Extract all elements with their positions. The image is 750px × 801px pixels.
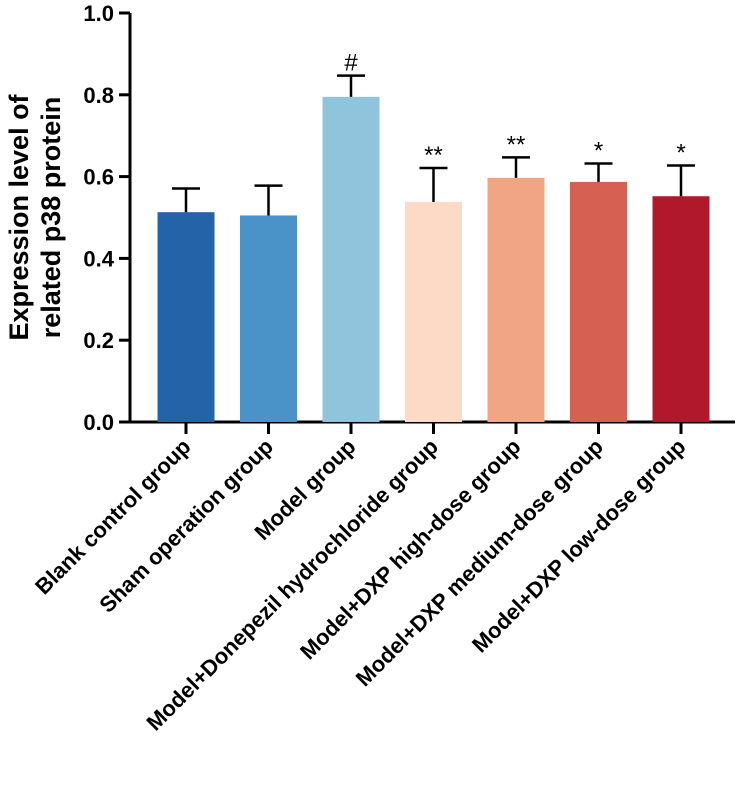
bar-7 [652,196,710,422]
significance-mark: * [676,140,685,167]
bar-4 [405,201,462,422]
axes: 0.0 0.2 0.4 0.6 0.8 1.0 [83,1,735,435]
significance-marks: #** ** * * [344,50,685,169]
category-label: Model+Donepezil hydrochloride group [141,434,443,736]
bar-6 [570,181,627,422]
significance-mark: * [594,138,603,165]
y-tick-label: 0.6 [83,165,114,190]
bar-5 [487,177,545,422]
y-tick-label: 0.8 [83,83,114,108]
y-tick-label: 0.4 [83,246,114,271]
y-axis-label-line-1: Expression level of [4,93,34,340]
y-tick-label: 0.2 [83,328,114,353]
y-axis-label: Expression level of related p38 protein [4,93,66,340]
y-axis-label-line-2: related p38 protein [36,97,66,339]
bars [157,96,710,422]
y-tick-label: 1.0 [83,1,114,26]
significance-mark: ** [507,131,526,158]
bar-2 [240,215,297,422]
significance-mark: # [344,50,358,77]
category-label: Blank control group [30,434,195,599]
bar-1 [157,212,215,422]
y-tick-label: 0.0 [83,410,114,435]
bar-3 [322,96,380,422]
significance-mark: ** [424,142,443,169]
error-bars [172,74,695,216]
